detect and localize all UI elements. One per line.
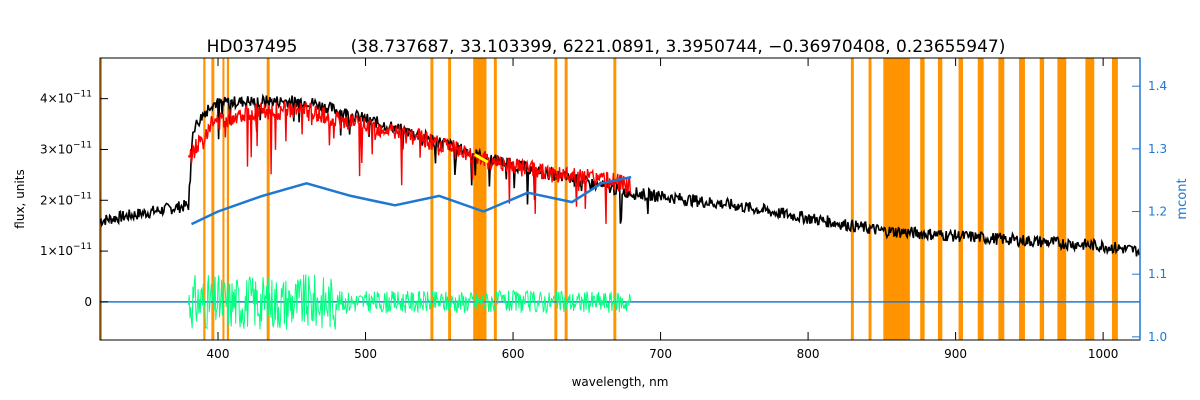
y-tick-label: 4×10−11: [40, 90, 92, 106]
masked-band-22: [1039, 58, 1045, 340]
masked-band-11: [564, 58, 568, 340]
x-tick-label: 800: [797, 347, 820, 361]
masked-band-0: [100, 58, 102, 340]
y2-tick-label: 1.3: [1148, 142, 1167, 156]
y-tick-label: 1×10−11: [40, 242, 92, 258]
masked-band-20: [998, 58, 1005, 340]
masked-band-3: [222, 58, 225, 340]
y-tick-label: 0: [84, 295, 92, 309]
masked-band-14: [868, 58, 872, 340]
data-series: [99, 93, 1140, 330]
axes: 400 500 600 700 800 900 1000 0 1×10−11 2×10−11 3×1…: [40, 58, 1167, 361]
masked-band-23: [1057, 58, 1067, 340]
x-tick-label: 700: [649, 347, 672, 361]
right-y-axis-label: mcont: [1175, 178, 1190, 219]
x-tick-label: 500: [354, 347, 377, 361]
model-spectrum-line: [187, 99, 632, 224]
masked-band-4: [226, 58, 230, 340]
masked-band-12: [613, 58, 617, 340]
continuum-line: [190, 175, 632, 226]
chart-subtitle: (38.737687, 33.103399, 6221.0891, 3.3950…: [351, 37, 1006, 57]
masked-band-18: [958, 58, 963, 340]
masked-band-13: [850, 58, 854, 340]
masked-band-9: [493, 58, 497, 340]
masked-band-8: [473, 58, 487, 340]
y2-tick-label: 1.1: [1148, 267, 1167, 281]
highlight-segment: [473, 153, 489, 164]
y-tick-label: 2×10−11: [40, 191, 92, 207]
y2-tick-label: 1.4: [1148, 79, 1167, 93]
chart-title: HD037495: [207, 37, 298, 57]
y2-tick-label: 1.0: [1148, 330, 1167, 344]
x-axis-label: wavelength, nm: [572, 375, 669, 389]
y-axis-label: flux, units: [13, 169, 27, 228]
masked-band-5: [266, 58, 270, 340]
masked-band-16: [920, 58, 925, 340]
y2-tick-label: 1.2: [1148, 205, 1167, 219]
masked-band-24: [1085, 58, 1095, 340]
masked-band-17: [937, 58, 943, 340]
masked-band-1: [203, 58, 206, 340]
masked-band-21: [1019, 58, 1025, 340]
x-tick-label: 600: [502, 347, 525, 361]
x-tick-label: 1000: [1088, 347, 1119, 361]
residual-line: [188, 274, 632, 330]
x-tick-label: 400: [207, 347, 230, 361]
masked-band-25: [1111, 58, 1118, 340]
masked-band-15: [883, 58, 910, 340]
masked-band-2: [211, 58, 215, 340]
y-tick-label: 3×10−11: [40, 140, 92, 156]
masked-band-19: [977, 58, 984, 340]
masked-band-6: [430, 58, 434, 340]
x-tick-label: 900: [944, 347, 967, 361]
masked-bands: [100, 58, 1118, 340]
